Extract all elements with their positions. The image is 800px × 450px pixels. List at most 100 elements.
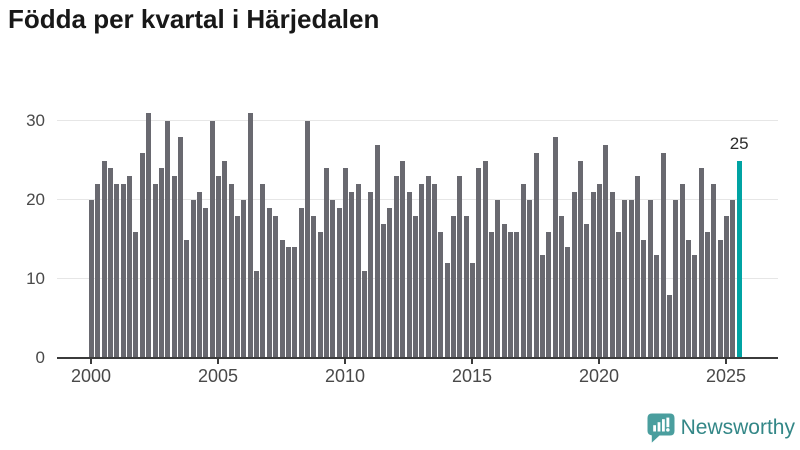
bar-2000-Q1	[89, 200, 94, 358]
newsworthy-logo[interactable]: Newsworthy	[647, 413, 795, 443]
bar-2022-Q1	[647, 200, 653, 358]
bar-2001-Q4	[133, 231, 139, 358]
bar-2021-Q3	[635, 176, 641, 358]
bar-2020-Q2	[603, 144, 609, 358]
bar-2005-Q3	[228, 184, 234, 358]
x-axis-tick-2005	[217, 358, 219, 364]
bar-2014-Q4	[463, 215, 469, 358]
bar-2011-Q2	[374, 144, 380, 358]
bar-2010-Q3	[355, 184, 361, 358]
highlight-value-label: 25	[729, 133, 749, 153]
bar-2021-Q1	[622, 200, 628, 358]
bar-2000-Q4	[108, 168, 114, 358]
bar-2024-Q3	[711, 184, 717, 358]
chart-title: Födda per kvartal i Härjedalen	[8, 4, 380, 34]
bar-2015-Q3	[482, 160, 488, 358]
bar-2019-Q3	[584, 223, 590, 358]
bar-2015-Q1	[470, 263, 475, 358]
bar-2023-Q1	[673, 200, 679, 358]
x-axis-label-2015: 2015	[451, 366, 493, 386]
bar-2023-Q3	[685, 239, 691, 358]
bar-2017-Q1	[520, 184, 526, 358]
bar-2018-Q1	[546, 231, 552, 358]
bar-2014-Q1	[444, 263, 450, 358]
bar-2011-Q3	[381, 223, 387, 358]
bar-2014-Q2	[450, 215, 456, 358]
bar-2002-Q4	[158, 168, 164, 358]
x-axis-label-2025: 2025	[705, 366, 747, 386]
x-axis-tick-2010	[344, 358, 346, 364]
bar-2013-Q4	[438, 231, 444, 358]
bar-2014-Q3	[457, 176, 463, 358]
bar-2024-Q4	[717, 239, 723, 358]
y-axis-label-20: 20	[26, 190, 45, 209]
newsworthy-wordmark: Newsworthy	[680, 416, 795, 439]
x-axis-label-2020: 2020	[578, 366, 620, 386]
bar-2001-Q3	[127, 176, 133, 358]
bar-2017-Q3	[533, 152, 539, 358]
bar-2016-Q4	[514, 231, 520, 358]
bar-2012-Q2	[400, 160, 406, 358]
bar-2016-Q3	[508, 231, 514, 358]
bar-2008-Q1	[292, 247, 298, 358]
bar-2003-Q3	[177, 136, 183, 358]
bar-2000-Q3	[101, 160, 107, 358]
bar-2006-Q1	[241, 200, 247, 358]
bar-2000-Q2	[95, 184, 101, 358]
bar-2009-Q3	[330, 200, 336, 358]
x-axis-tick-2025	[725, 358, 727, 364]
bar-2017-Q2	[527, 200, 533, 358]
bar-2010-Q2	[349, 192, 355, 358]
bar-2001-Q1	[114, 184, 120, 358]
bar-2013-Q1	[419, 184, 425, 358]
bar-2011-Q4	[387, 207, 393, 358]
bar-2009-Q1	[317, 231, 323, 358]
bar-2022-Q3	[660, 152, 666, 358]
bar-2023-Q4	[692, 255, 698, 358]
bar-2012-Q4	[412, 215, 418, 358]
bar-2007-Q3	[279, 239, 285, 358]
bar-2005-Q4	[235, 215, 241, 358]
bar-2012-Q1	[393, 176, 399, 358]
bar-2013-Q2	[425, 176, 431, 358]
bar-2005-Q1	[216, 176, 221, 358]
bar-2015-Q2	[476, 168, 482, 358]
x-axis-label-2010: 2010	[324, 366, 366, 386]
bar-2018-Q3	[558, 215, 564, 358]
bar-2024-Q1	[698, 168, 704, 358]
x-axis-label-2000: 2000	[70, 366, 112, 386]
bar-2022-Q4	[666, 294, 672, 358]
bar-2019-Q4	[590, 192, 596, 358]
y-axis-label-0: 0	[35, 348, 45, 367]
bar-2018-Q4	[565, 247, 571, 358]
y-axis-label-30: 30	[26, 111, 45, 130]
bar-2018-Q2	[552, 136, 558, 358]
bar-2022-Q2	[654, 255, 660, 358]
bar-2004-Q3	[203, 207, 209, 358]
bar-2007-Q1	[266, 207, 272, 358]
bar-2019-Q2	[577, 160, 583, 358]
bar-2025-Q1	[724, 215, 729, 358]
bar-2008-Q3	[304, 121, 310, 358]
gridline-y-20	[57, 199, 778, 200]
bar-2017-Q4	[539, 255, 545, 358]
bar-2025-Q2	[730, 200, 736, 358]
x-axis-tick-2015	[471, 358, 473, 364]
bar-2002-Q2	[146, 113, 152, 358]
bar-2007-Q4	[285, 247, 291, 358]
x-axis-label-2005: 2005	[197, 366, 239, 386]
x-axis-tick-2000	[90, 358, 92, 364]
bar-2006-Q4	[260, 184, 266, 358]
bar-2004-Q2	[196, 192, 202, 358]
bar-2020-Q4	[616, 231, 622, 358]
newsworthy-icon	[647, 413, 675, 443]
bar-2009-Q2	[323, 168, 329, 358]
bar-2007-Q2	[273, 215, 279, 358]
x-axis-tick-2020	[598, 358, 600, 364]
bar-2008-Q2	[298, 207, 304, 358]
bar-2008-Q4	[311, 215, 317, 358]
bar-2016-Q1	[495, 200, 501, 358]
bar-2003-Q1	[165, 121, 171, 358]
bar-2021-Q2	[628, 200, 634, 358]
bar-2009-Q4	[336, 207, 342, 358]
